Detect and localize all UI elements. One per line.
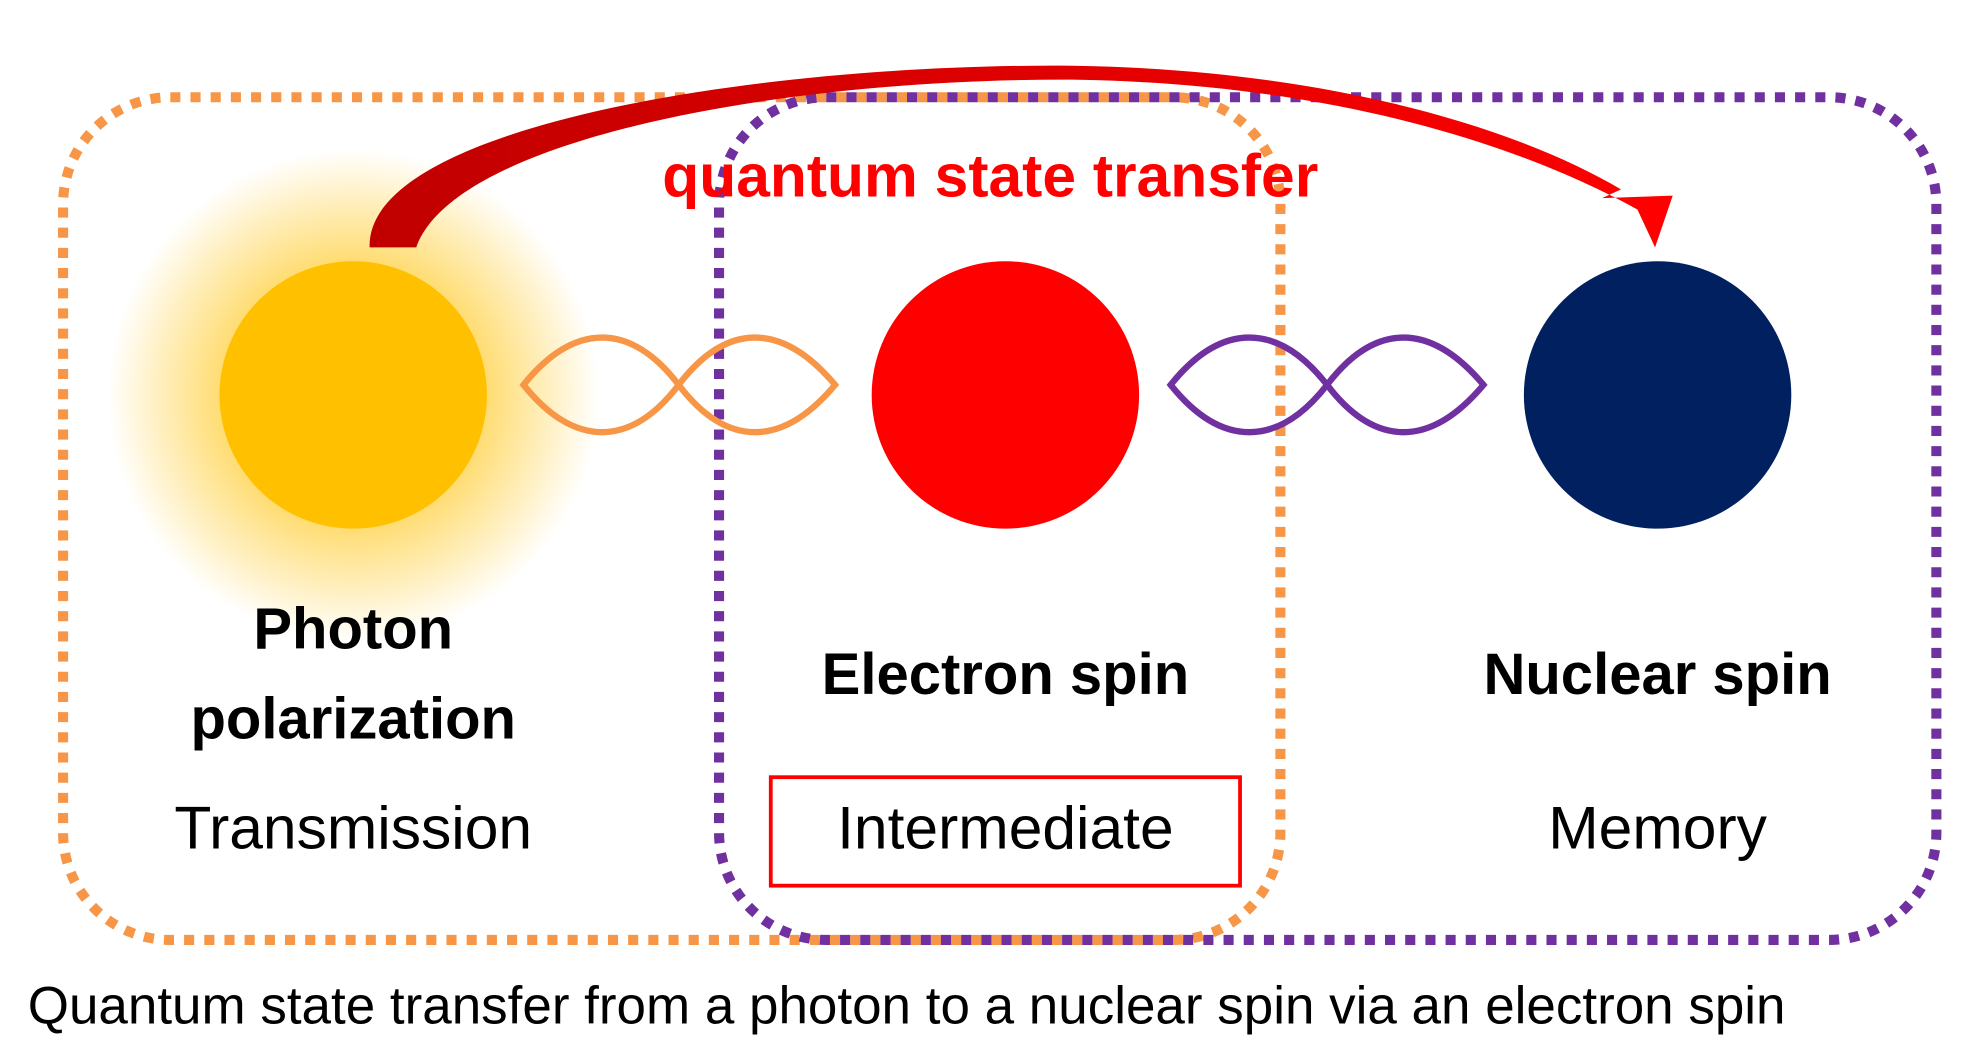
node-label: Nuclear spin xyxy=(1483,642,1831,707)
node-label: Electron spin xyxy=(822,642,1190,707)
electron-nuclear-group xyxy=(713,92,1942,945)
entanglement-wave xyxy=(1166,334,1488,436)
caption: Quantum state transfer from a photon to … xyxy=(28,976,1786,1035)
transfer-arrow xyxy=(369,65,1673,248)
node-label: Photon xyxy=(253,597,453,662)
nuclear-circle xyxy=(1523,261,1792,529)
photon-electron-group xyxy=(58,92,1286,945)
photon-circle xyxy=(219,261,487,529)
node-role: Memory xyxy=(1548,794,1767,862)
arrow-label: quantum state transfer xyxy=(662,142,1318,210)
node-role: Intermediate xyxy=(837,794,1174,862)
node-role: Transmission xyxy=(174,794,532,862)
highlight-box xyxy=(768,775,1242,888)
entanglement-wave xyxy=(519,334,840,436)
electron-circle xyxy=(871,261,1140,529)
node-label: polarization xyxy=(190,686,516,751)
